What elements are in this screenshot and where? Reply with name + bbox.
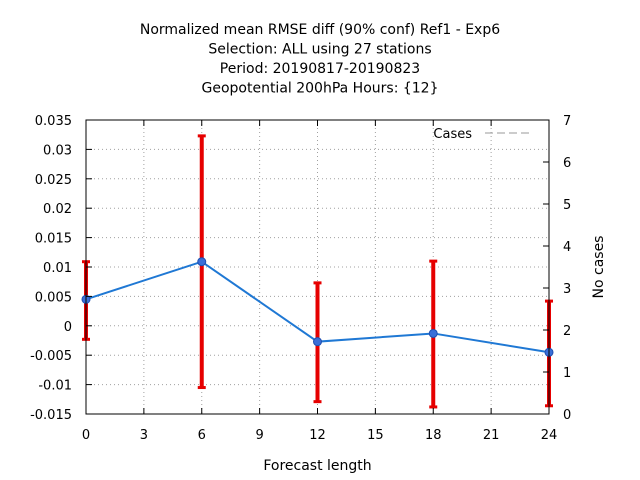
- y-tick-label: 0: [64, 320, 72, 335]
- y2-tick-label: 6: [563, 156, 571, 171]
- y-tick-label: -0.015: [30, 408, 72, 423]
- x-tick-label: 9: [255, 428, 263, 443]
- data-point: [313, 337, 322, 347]
- y2-tick-labels: 7 6 5 4 3 2 1 0: [563, 114, 571, 423]
- title-line: Normalized mean RMSE diff (90% conf) Ref…: [140, 22, 500, 38]
- y2-tick-label: 7: [563, 114, 571, 129]
- x-tick-label: 24: [541, 428, 558, 443]
- y-tick-label: -0.01: [38, 379, 72, 394]
- x-tick-label: 18: [425, 428, 442, 443]
- x-tick-label: 0: [82, 428, 90, 443]
- y-tick-labels: 0.035 0.03 0.025 0.02 0.015 0.01 0.005 0 -0.005 -…: [30, 114, 72, 423]
- y-tick-label: 0.015: [35, 232, 72, 247]
- x-tick-label: 15: [367, 428, 384, 443]
- y2-tick-label: 1: [563, 366, 571, 381]
- data-point: [197, 257, 207, 267]
- y-tick-label: -0.005: [30, 349, 72, 364]
- title-line: Geopotential 200hPa Hours: {12}: [201, 81, 438, 97]
- legend-label-cases: Cases: [433, 127, 472, 142]
- y-tick-label: 0.01: [43, 261, 72, 276]
- y2-tick-label: 4: [563, 240, 571, 255]
- x-tick-label: 6: [198, 428, 206, 443]
- title-line: Selection: ALL using 27 stations: [208, 42, 431, 58]
- y2-tick-label: 5: [563, 198, 571, 213]
- axis-ticks: [85, 119, 550, 415]
- chart-title: Normalized mean RMSE diff (90% conf) Ref…: [140, 22, 500, 97]
- y-tick-label: 0.005: [35, 290, 72, 305]
- y-tick-label: 0.02: [43, 202, 72, 217]
- data-point: [428, 328, 438, 338]
- y-tick-label: 0.03: [43, 143, 72, 158]
- y2-tick-label: 2: [563, 324, 571, 339]
- x-axis-label: Forecast length: [263, 458, 371, 474]
- x-tick-label: 21: [483, 428, 500, 443]
- legend: Cases: [433, 127, 530, 142]
- x-tick-label: 12: [309, 428, 326, 443]
- y2-tick-label: 3: [563, 282, 571, 297]
- y-tick-label: 0.035: [35, 114, 72, 129]
- y2-axis-label: No cases: [591, 236, 607, 299]
- y2-tick-label: 0: [563, 408, 571, 423]
- y-tick-label: 0.025: [35, 173, 72, 188]
- title-line: Period: 20190817-20190823: [220, 61, 420, 77]
- x-tick-labels: 0 3 6 9 12 15 18 21 24: [82, 428, 557, 443]
- x-tick-label: 3: [140, 428, 148, 443]
